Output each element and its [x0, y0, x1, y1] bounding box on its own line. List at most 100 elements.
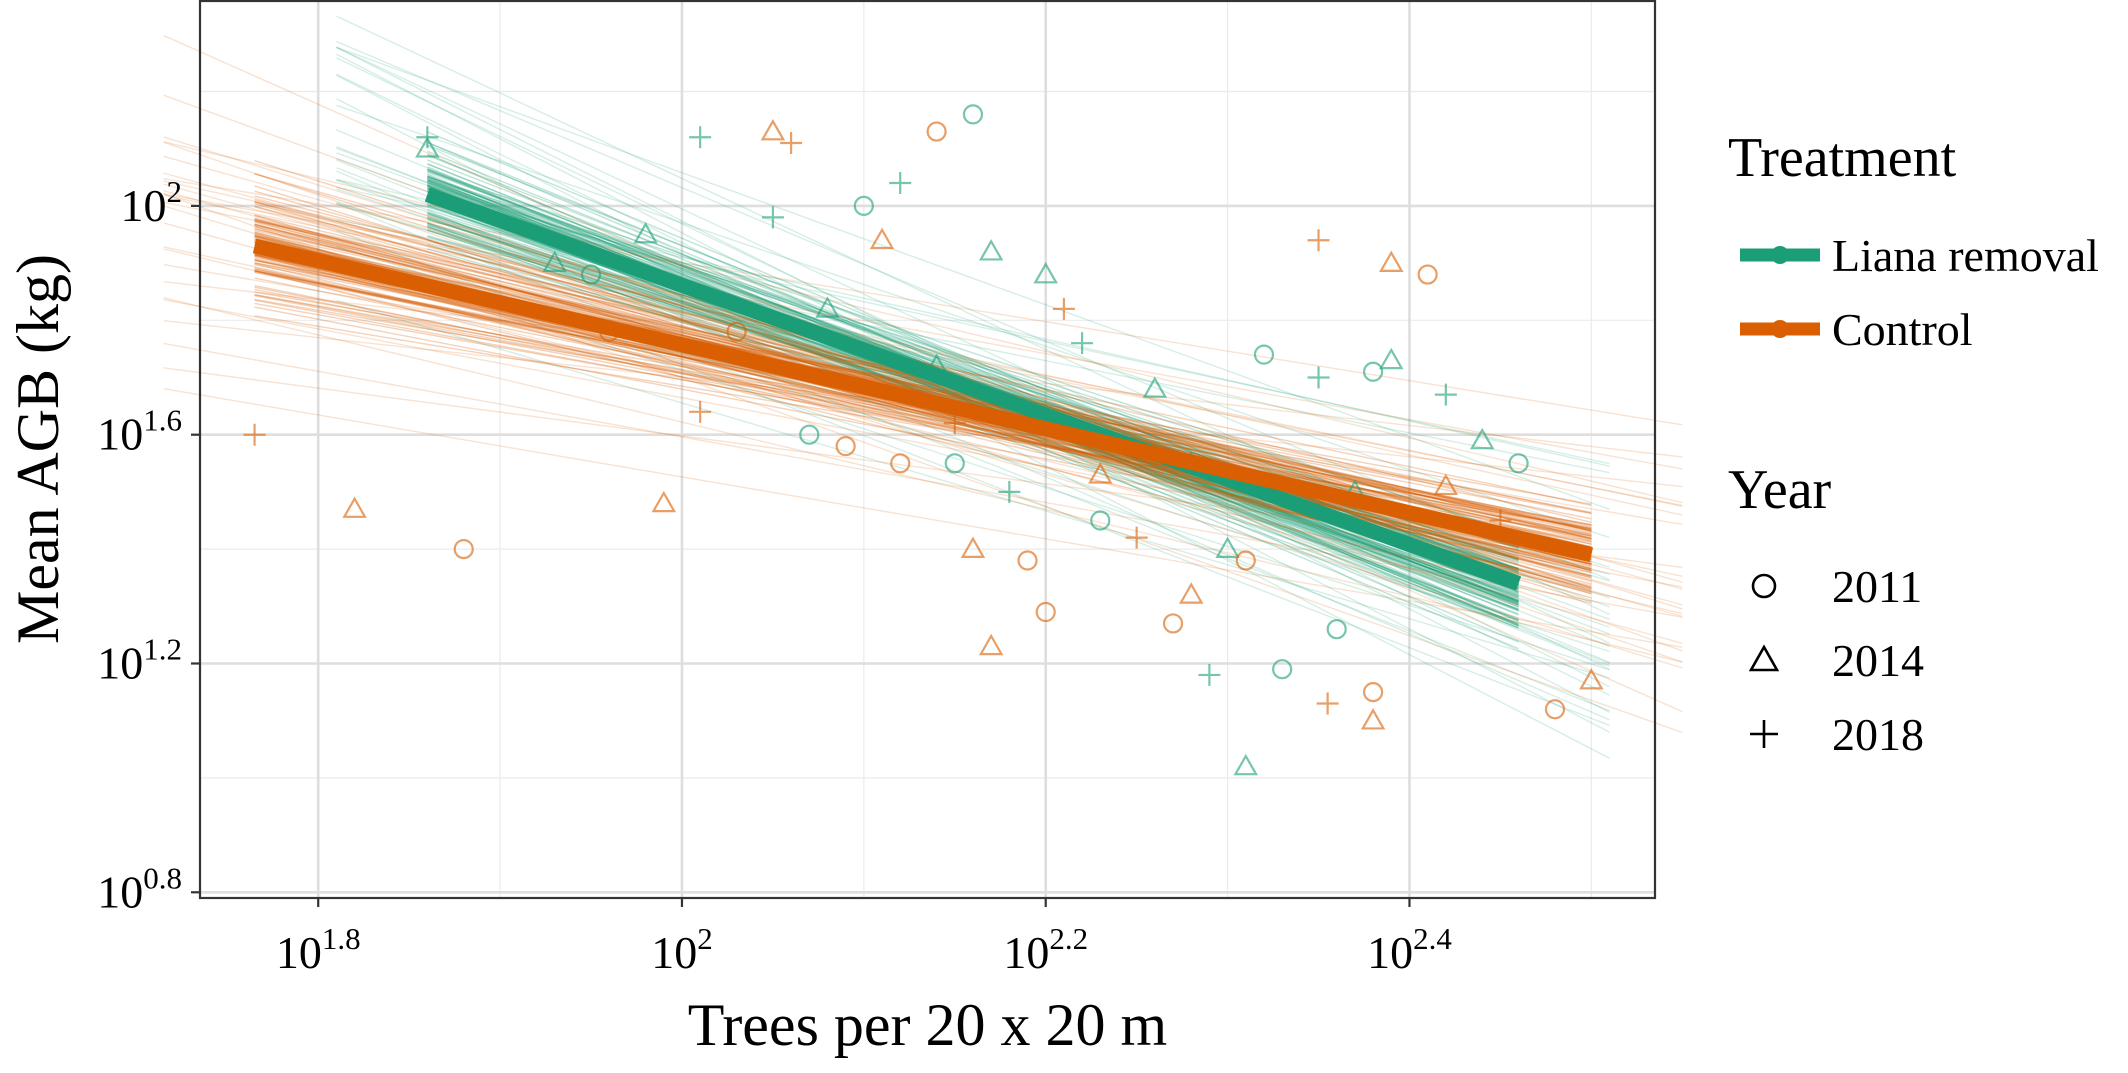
posterior-line: [163, 222, 1683, 645]
point-circle: [1326, 619, 1347, 640]
posterior-line: [336, 104, 1610, 539]
point-triangle: [542, 250, 567, 272]
point-circle: [1235, 550, 1256, 571]
posterior-line: [336, 98, 1610, 759]
posterior-line: [163, 141, 1683, 504]
point-triangle: [342, 496, 367, 518]
posterior-line: [427, 170, 1519, 536]
posterior-line: [336, 178, 1610, 467]
point-circle: [1253, 344, 1275, 365]
point-triangle: [815, 296, 840, 318]
posterior-line: [254, 218, 1592, 540]
plot-panel: [200, 0, 1655, 898]
point-circle: [1090, 510, 1111, 531]
posterior-line: [427, 229, 1519, 566]
point-plus: [1307, 366, 1330, 389]
point-circle: [1162, 613, 1184, 634]
posterior-line: [336, 46, 1610, 688]
point-plus: [943, 412, 966, 435]
point-circle: [799, 424, 820, 445]
point-circle: [890, 453, 911, 474]
point-circle: [1272, 659, 1293, 680]
point-triangle: [1233, 753, 1259, 776]
posterior-line: [336, 202, 1610, 712]
point-triangle: [1088, 462, 1113, 484]
posterior-line: [336, 74, 1610, 733]
posterior-line: [163, 367, 1683, 569]
posterior-line: [427, 176, 1519, 577]
x-tick-label: 102: [651, 921, 713, 978]
point-triangle: [1469, 427, 1495, 450]
point-circle: [1035, 601, 1056, 623]
posterior-line: [336, 299, 1610, 679]
posterior-line: [427, 248, 1519, 560]
posterior-line: [427, 141, 1519, 608]
legend-title-year: Year: [1728, 459, 1832, 521]
legend-label-treatment: Liana removal: [1832, 230, 2099, 281]
data-points: [243, 104, 1604, 776]
legend-label-year: 2018: [1832, 709, 1924, 760]
point-triangle: [1215, 536, 1240, 558]
posterior-line: [427, 154, 1519, 580]
posterior-line: [427, 225, 1519, 629]
point-circle: [726, 321, 747, 342]
legend-label-year: 2011: [1832, 561, 1922, 612]
posterior-line: [254, 237, 1592, 534]
posterior-line: [427, 200, 1519, 606]
point-triangle: [1433, 473, 1459, 496]
point-plus: [1307, 229, 1330, 252]
posterior-line: [427, 179, 1519, 573]
posterior-line: [427, 201, 1519, 599]
posterior-line: [254, 201, 1592, 524]
point-triangle: [633, 221, 658, 244]
posterior-line: [254, 298, 1592, 529]
posterior-line: [254, 306, 1592, 565]
legend-key-circle: [1751, 573, 1777, 599]
posterior-line: [254, 266, 1592, 568]
point-triangle: [760, 118, 786, 141]
posterior-line: [336, 152, 1610, 608]
posterior-line: [254, 229, 1592, 532]
y-tick-label: 101.6: [97, 403, 182, 460]
point-triangle: [1379, 250, 1404, 272]
posterior-line: [254, 255, 1592, 573]
y-axis-title: Mean AGB (kg): [5, 254, 71, 644]
point-circle: [580, 264, 602, 285]
legend-key-triangle: [1748, 644, 1780, 672]
posterior-line: [163, 342, 1683, 618]
posterior-line: [163, 201, 1683, 507]
posterior-line: [336, 179, 1610, 628]
posterior-line: [163, 194, 1683, 507]
x-tick-label: 101.8: [276, 921, 361, 978]
posterior-line: [254, 258, 1592, 565]
posterior-line: [427, 201, 1519, 602]
point-triangle: [1579, 668, 1604, 690]
posterior-line: [427, 178, 1519, 550]
posterior-line: [254, 228, 1592, 545]
y-tick-label: 101.2: [97, 631, 182, 688]
legend-key-dot: [1771, 246, 1789, 264]
point-plus: [1125, 526, 1148, 549]
point-plus: [1198, 663, 1221, 686]
fit-line: [424, 187, 1522, 591]
point-circle: [453, 538, 474, 560]
point-plus: [1316, 692, 1339, 715]
posterior-line: [254, 294, 1592, 530]
point-triangle: [978, 239, 1004, 261]
posterior-line: [163, 297, 1683, 663]
posterior-line: [427, 173, 1519, 629]
point-circle: [944, 453, 965, 474]
point-circle: [835, 436, 856, 457]
posterior-line: [163, 193, 1683, 470]
posterior-line: [254, 206, 1592, 579]
point-triangle: [978, 633, 1004, 656]
posterior-line: [336, 257, 1610, 671]
posterior-line: [254, 234, 1592, 542]
point-circle: [1362, 361, 1384, 382]
point-triangle: [1178, 582, 1204, 604]
point-plus: [1071, 332, 1094, 355]
posterior-line: [427, 184, 1519, 534]
posterior-line: [336, 40, 1610, 581]
plot-border: [198, 0, 1657, 900]
